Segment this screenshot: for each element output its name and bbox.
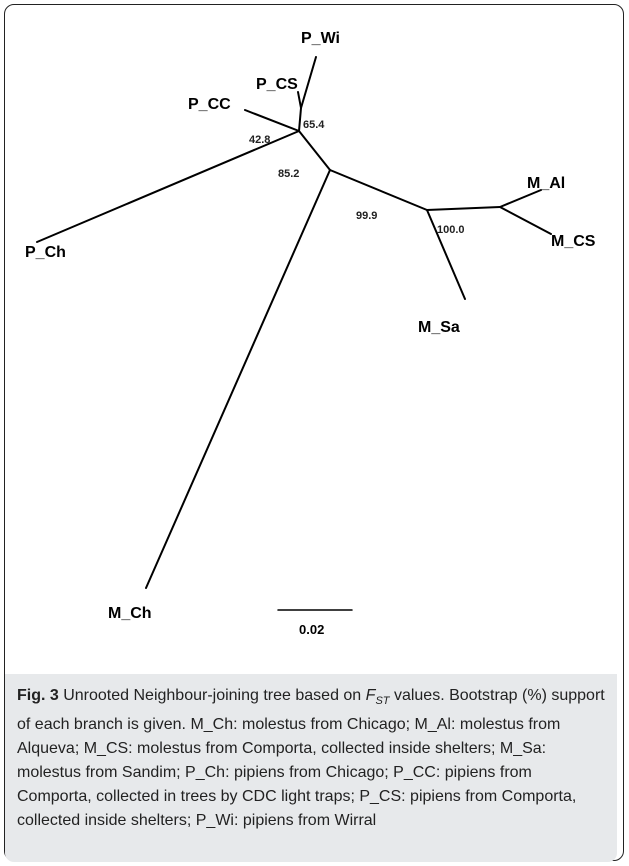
bootstrap-value-pipiens: 85.2 <box>278 168 299 180</box>
branch-m-ch <box>145 169 331 589</box>
fst-symbol: FST <box>365 687 390 708</box>
caption-title-pre: Unrooted Neighbour-joining tree based on <box>58 687 366 704</box>
tip-label-m-sa: M_Sa <box>418 319 460 336</box>
tree-branches <box>36 56 552 589</box>
branch-p-cs <box>297 91 302 109</box>
branch-p-wi <box>300 56 317 109</box>
bootstrap-value-m-al-m-cs: 100.0 <box>437 224 465 236</box>
branch-p-cc <box>244 109 300 132</box>
branch-inner-pwi-pcs <box>298 107 302 132</box>
tip-label-m-ch: M_Ch <box>108 605 152 622</box>
figure-panel: P_Wi P_CS P_CC P_Ch M_Al M_CS M_Sa M_Ch … <box>4 4 624 862</box>
branch-m-sa <box>426 209 466 300</box>
branch-p-ch <box>36 130 300 243</box>
tip-label-m-al: M_Al <box>527 175 565 192</box>
branch-inner-pipiens <box>298 130 331 171</box>
branch-m-cs <box>499 206 552 235</box>
phylogenetic-tree: P_Wi P_CS P_CC P_Ch M_Al M_CS M_Sa M_Ch … <box>25 30 596 637</box>
tip-label-p-cc: P_CC <box>188 96 231 113</box>
figure-number: Fig. 3 <box>17 687 59 704</box>
branch-m-al <box>499 189 542 208</box>
caption-text: values. Bootstrap (%) support of each br… <box>17 687 605 830</box>
scale-bar-label: 0.02 <box>299 622 324 637</box>
tip-label-p-wi: P_Wi <box>301 30 340 47</box>
tip-label-p-cs: P_CS <box>256 76 298 93</box>
figure-caption: Fig. 3 Unrooted Neighbour-joining tree b… <box>5 674 617 862</box>
tip-label-m-cs: M_CS <box>551 233 596 250</box>
bootstrap-value-molestus: 99.9 <box>356 210 377 222</box>
tip-label-p-ch: P_Ch <box>25 244 66 261</box>
branch-inner-mal-mcs <box>426 206 501 211</box>
bootstrap-value-p-cc: 42.8 <box>249 134 270 146</box>
branch-inner-molestus <box>329 169 428 211</box>
bootstrap-value-p-wi-p-cs: 65.4 <box>303 119 325 131</box>
